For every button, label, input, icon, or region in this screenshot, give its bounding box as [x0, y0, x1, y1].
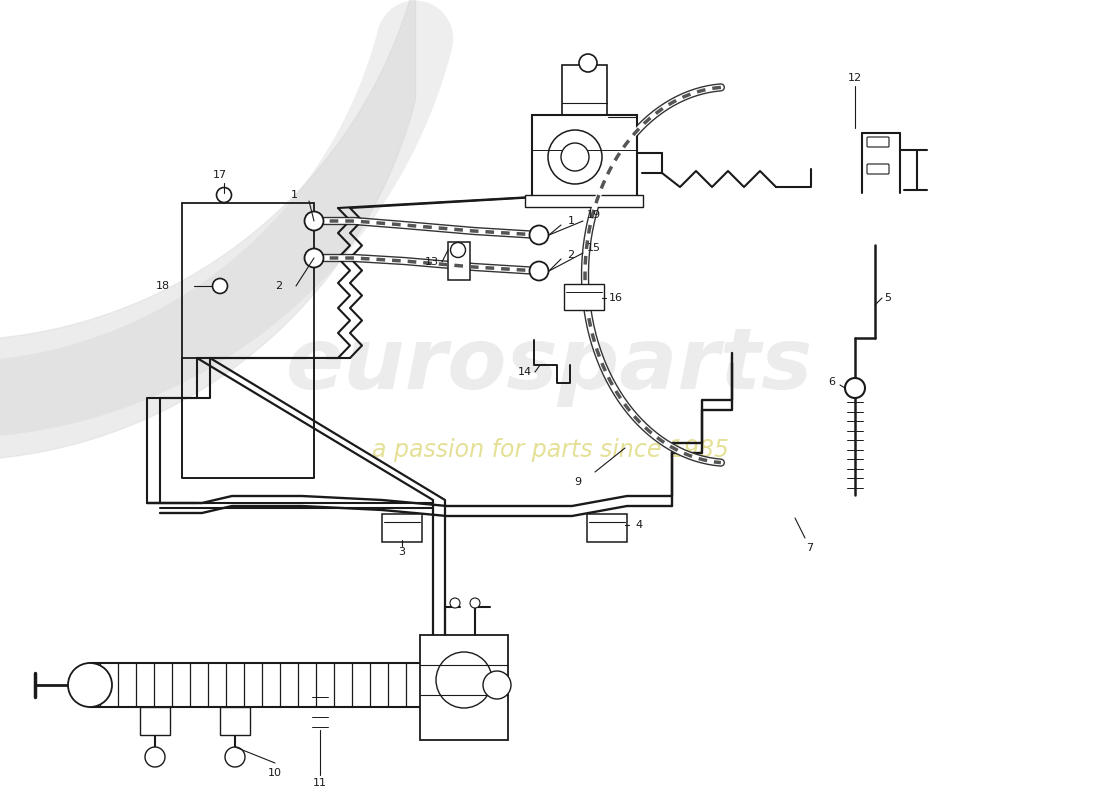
Text: 2: 2	[568, 250, 574, 260]
Bar	[532, 115, 637, 197]
Circle shape	[451, 242, 465, 258]
Text: 4: 4	[636, 520, 642, 530]
Circle shape	[845, 378, 865, 398]
Text: eurosparts: eurosparts	[286, 323, 814, 406]
Circle shape	[145, 747, 165, 767]
Circle shape	[579, 54, 597, 72]
Circle shape	[470, 598, 480, 608]
Text: 7: 7	[806, 543, 814, 553]
Circle shape	[483, 671, 512, 699]
FancyBboxPatch shape	[587, 514, 627, 542]
Circle shape	[212, 278, 228, 294]
Circle shape	[529, 226, 549, 245]
Text: 14: 14	[518, 367, 532, 377]
Bar	[420, 635, 508, 740]
Text: 3: 3	[398, 547, 406, 557]
Text: 10: 10	[268, 768, 282, 778]
Text: 19: 19	[587, 210, 601, 220]
Bar	[220, 707, 250, 735]
FancyBboxPatch shape	[867, 137, 889, 147]
Circle shape	[226, 747, 245, 767]
Bar	[182, 203, 314, 358]
FancyBboxPatch shape	[564, 284, 604, 310]
FancyBboxPatch shape	[867, 164, 889, 174]
Bar	[448, 242, 470, 280]
Text: 16: 16	[609, 293, 623, 303]
Circle shape	[305, 249, 323, 267]
Text: 15: 15	[587, 243, 601, 253]
Text: 6: 6	[828, 377, 836, 387]
Circle shape	[529, 262, 549, 281]
Circle shape	[548, 130, 602, 184]
Text: 13: 13	[425, 257, 439, 267]
Circle shape	[217, 187, 231, 202]
Text: a passion for parts since 1985: a passion for parts since 1985	[372, 438, 728, 462]
Text: 9: 9	[574, 477, 582, 487]
Bar	[140, 707, 170, 735]
FancyBboxPatch shape	[382, 514, 422, 542]
Text: 17: 17	[213, 170, 227, 180]
Circle shape	[68, 663, 112, 707]
Bar	[562, 65, 607, 117]
Circle shape	[305, 211, 323, 230]
Text: 12: 12	[848, 73, 862, 83]
Text: 18: 18	[156, 281, 170, 291]
Text: 2: 2	[275, 281, 283, 291]
Circle shape	[561, 143, 588, 171]
Text: 1: 1	[290, 190, 297, 200]
Circle shape	[450, 598, 460, 608]
Text: 11: 11	[314, 778, 327, 788]
Circle shape	[436, 652, 492, 708]
Text: 5: 5	[884, 293, 891, 303]
Bar	[90, 663, 475, 707]
Bar	[525, 195, 643, 207]
Text: 1: 1	[568, 216, 574, 226]
